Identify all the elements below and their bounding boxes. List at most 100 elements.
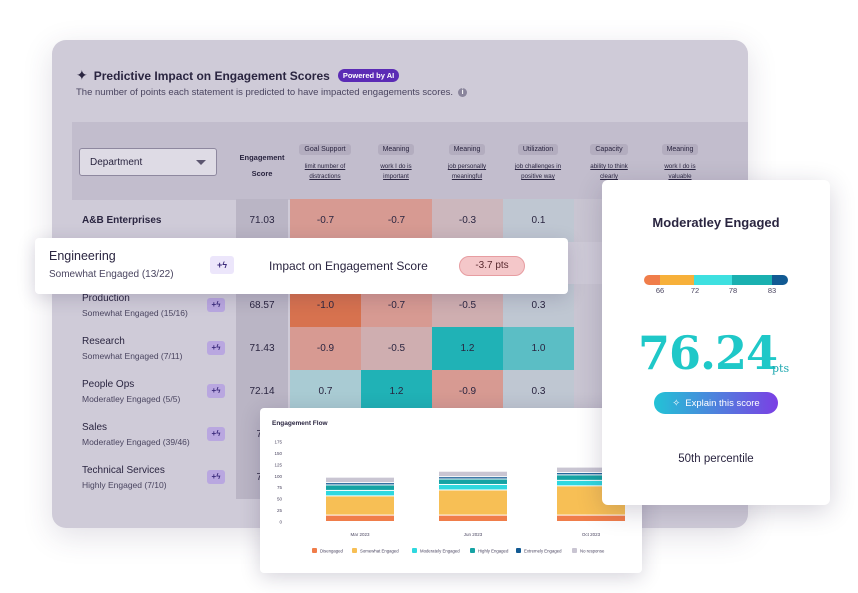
- scale-tick-label: 78: [728, 286, 738, 295]
- chevron-down-icon: [196, 159, 206, 165]
- column-header[interactable]: Meaning work I do is important: [361, 138, 431, 182]
- heatmap-cell[interactable]: -0.9: [432, 370, 503, 413]
- row-sub: Moderatley Engaged (39/46): [82, 437, 190, 447]
- engagement-score-header: Engagement Score: [236, 150, 288, 182]
- heatmap-cell[interactable]: 0.3: [503, 370, 574, 413]
- x-tick-label: Mar 2023: [350, 532, 370, 537]
- scale-segment: [644, 275, 660, 285]
- legend-swatch: [312, 548, 317, 553]
- flow-bar-segment[interactable]: [439, 490, 507, 515]
- flow-bar-segment[interactable]: [439, 471, 507, 477]
- bolt-icon[interactable]: +ϟ: [207, 427, 225, 441]
- heatmap-cell[interactable]: -0.5: [361, 327, 432, 370]
- column-header[interactable]: Goal Support limit number of distractions: [290, 138, 360, 182]
- y-tick-label: 0: [279, 520, 282, 525]
- flow-bar-segment[interactable]: [439, 484, 507, 490]
- table-row-label[interactable]: Research Somewhat Engaged (7/11): [82, 336, 232, 361]
- panel-title: Predictive Impact on Engagement Scores: [93, 68, 330, 83]
- flow-bar-segment[interactable]: [557, 475, 625, 480]
- score-scale-bar: [644, 275, 788, 285]
- column-desc-line2: clearly: [600, 173, 618, 180]
- column-tag: Meaning: [448, 144, 486, 155]
- flow-bar-segment[interactable]: [326, 490, 394, 496]
- flow-bar-segment[interactable]: [557, 467, 625, 473]
- column-tag: Meaning: [661, 144, 699, 155]
- flow-bar-segment[interactable]: [326, 477, 394, 483]
- row-sub: Highly Engaged (7/10): [82, 480, 167, 490]
- bolt-icon[interactable]: +ϟ: [207, 298, 225, 312]
- heatmap-cell[interactable]: 0.7: [290, 370, 361, 413]
- popup-impact-value: -3.7 pts: [459, 256, 525, 276]
- x-tick-label: Oct 2023: [582, 532, 601, 537]
- ai-badge: Powered by AI: [337, 69, 400, 82]
- column-desc-line2: positive way: [521, 173, 555, 180]
- row-sub: Somewhat Engaged (7/11): [82, 351, 183, 361]
- bolt-icon[interactable]: +ϟ: [207, 384, 225, 398]
- popup-impact-label: Impact on Engagement Score: [269, 259, 428, 273]
- y-tick-label: 175: [274, 440, 282, 445]
- popup-sub: Somewhat Engaged (13/22): [49, 269, 174, 280]
- column-desc-line2: meaningful: [451, 173, 483, 180]
- y-tick-label: 25: [277, 508, 283, 513]
- heatmap-cell[interactable]: -0.3: [432, 199, 503, 242]
- row-name: Production: [82, 293, 130, 304]
- engagement-score-cell: 71.03: [236, 199, 288, 242]
- panel-subtitle-row: The number of points each statement is p…: [76, 87, 468, 98]
- department-select[interactable]: Department: [79, 148, 217, 176]
- column-desc-line1: job challenges in: [514, 163, 562, 170]
- x-tick-label: Jun 2023: [464, 532, 483, 537]
- flow-bar-segment[interactable]: [439, 477, 507, 479]
- heatmap-cell[interactable]: -0.7: [361, 199, 432, 242]
- bolt-icon[interactable]: +ϟ: [207, 470, 225, 484]
- flow-bar-segment[interactable]: [557, 480, 625, 486]
- table-row-label[interactable]: Production Somewhat Engaged (15/16): [82, 293, 232, 318]
- legend-swatch: [412, 548, 417, 553]
- column-desc: work I do is important: [361, 162, 431, 182]
- column-header[interactable]: Meaning job personally meaningful: [432, 138, 502, 182]
- heatmap-cell[interactable]: -0.9: [290, 327, 361, 370]
- flow-bar-segment[interactable]: [557, 473, 625, 475]
- sparkle-icon: ✦: [76, 67, 88, 83]
- flow-bar-segment[interactable]: [326, 485, 394, 490]
- table-row-label[interactable]: Technical Services Highly Engaged (7/10): [82, 465, 232, 490]
- heatmap-cell[interactable]: 1.2: [432, 327, 503, 370]
- flow-bar-segment[interactable]: [439, 479, 507, 484]
- table-row-label[interactable]: People Ops Moderatley Engaged (5/5): [82, 379, 232, 404]
- flow-bar-segment[interactable]: [326, 515, 394, 521]
- popup-name: Engineering: [49, 249, 116, 263]
- y-tick-label: 125: [274, 462, 282, 467]
- flow-bar-segment[interactable]: [557, 515, 625, 521]
- column-header[interactable]: Capacity ability to think clearly: [574, 138, 644, 182]
- table-row-label[interactable]: A&B Enterprises: [82, 215, 232, 226]
- bolt-icon[interactable]: +ϟ: [210, 256, 234, 274]
- flow-bar-segment[interactable]: [326, 496, 394, 515]
- legend-swatch: [470, 548, 475, 553]
- engagement-header-line1: Engagement: [239, 153, 285, 162]
- row-name: Sales: [82, 422, 108, 433]
- score-card: Moderatley Engaged 66 72 78 83 76.24 pts ✧ …: [602, 180, 830, 505]
- legend-swatch: [572, 548, 577, 553]
- column-desc: ability to think clearly: [574, 162, 644, 182]
- explain-score-button[interactable]: ✧ Explain this score: [654, 392, 778, 414]
- engagement-score-cell: 71.43: [236, 327, 288, 370]
- engineering-popup[interactable]: Engineering Somewhat Engaged (13/22) +ϟ …: [35, 238, 568, 294]
- legend-label: Somewhat Engaged: [360, 549, 399, 554]
- heatmap-cell[interactable]: 1.2: [361, 370, 432, 413]
- column-tag: Goal Support: [299, 144, 351, 155]
- column-desc-line2: distractions: [309, 173, 341, 180]
- bolt-icon[interactable]: +ϟ: [207, 341, 225, 355]
- legend-label: Moderately Engaged: [420, 549, 460, 554]
- heatmap-cell[interactable]: -0.7: [290, 199, 361, 242]
- flow-bar-segment[interactable]: [439, 515, 507, 521]
- flow-bar-segment[interactable]: [326, 483, 394, 485]
- heatmap-cell[interactable]: 0.1: [503, 199, 574, 242]
- engagement-header-line2: Score: [251, 169, 273, 178]
- info-icon[interactable]: i: [458, 88, 468, 97]
- heatmap-cell[interactable]: 1.0: [503, 327, 574, 370]
- column-desc-line1: job personally: [447, 163, 487, 170]
- column-header[interactable]: Utilization job challenges in positive way: [503, 138, 573, 182]
- score-value: 76.24: [638, 326, 778, 380]
- table-row-label[interactable]: Sales Moderatley Engaged (39/46): [82, 422, 232, 447]
- column-header[interactable]: Meaning work I do is valuable: [645, 138, 715, 182]
